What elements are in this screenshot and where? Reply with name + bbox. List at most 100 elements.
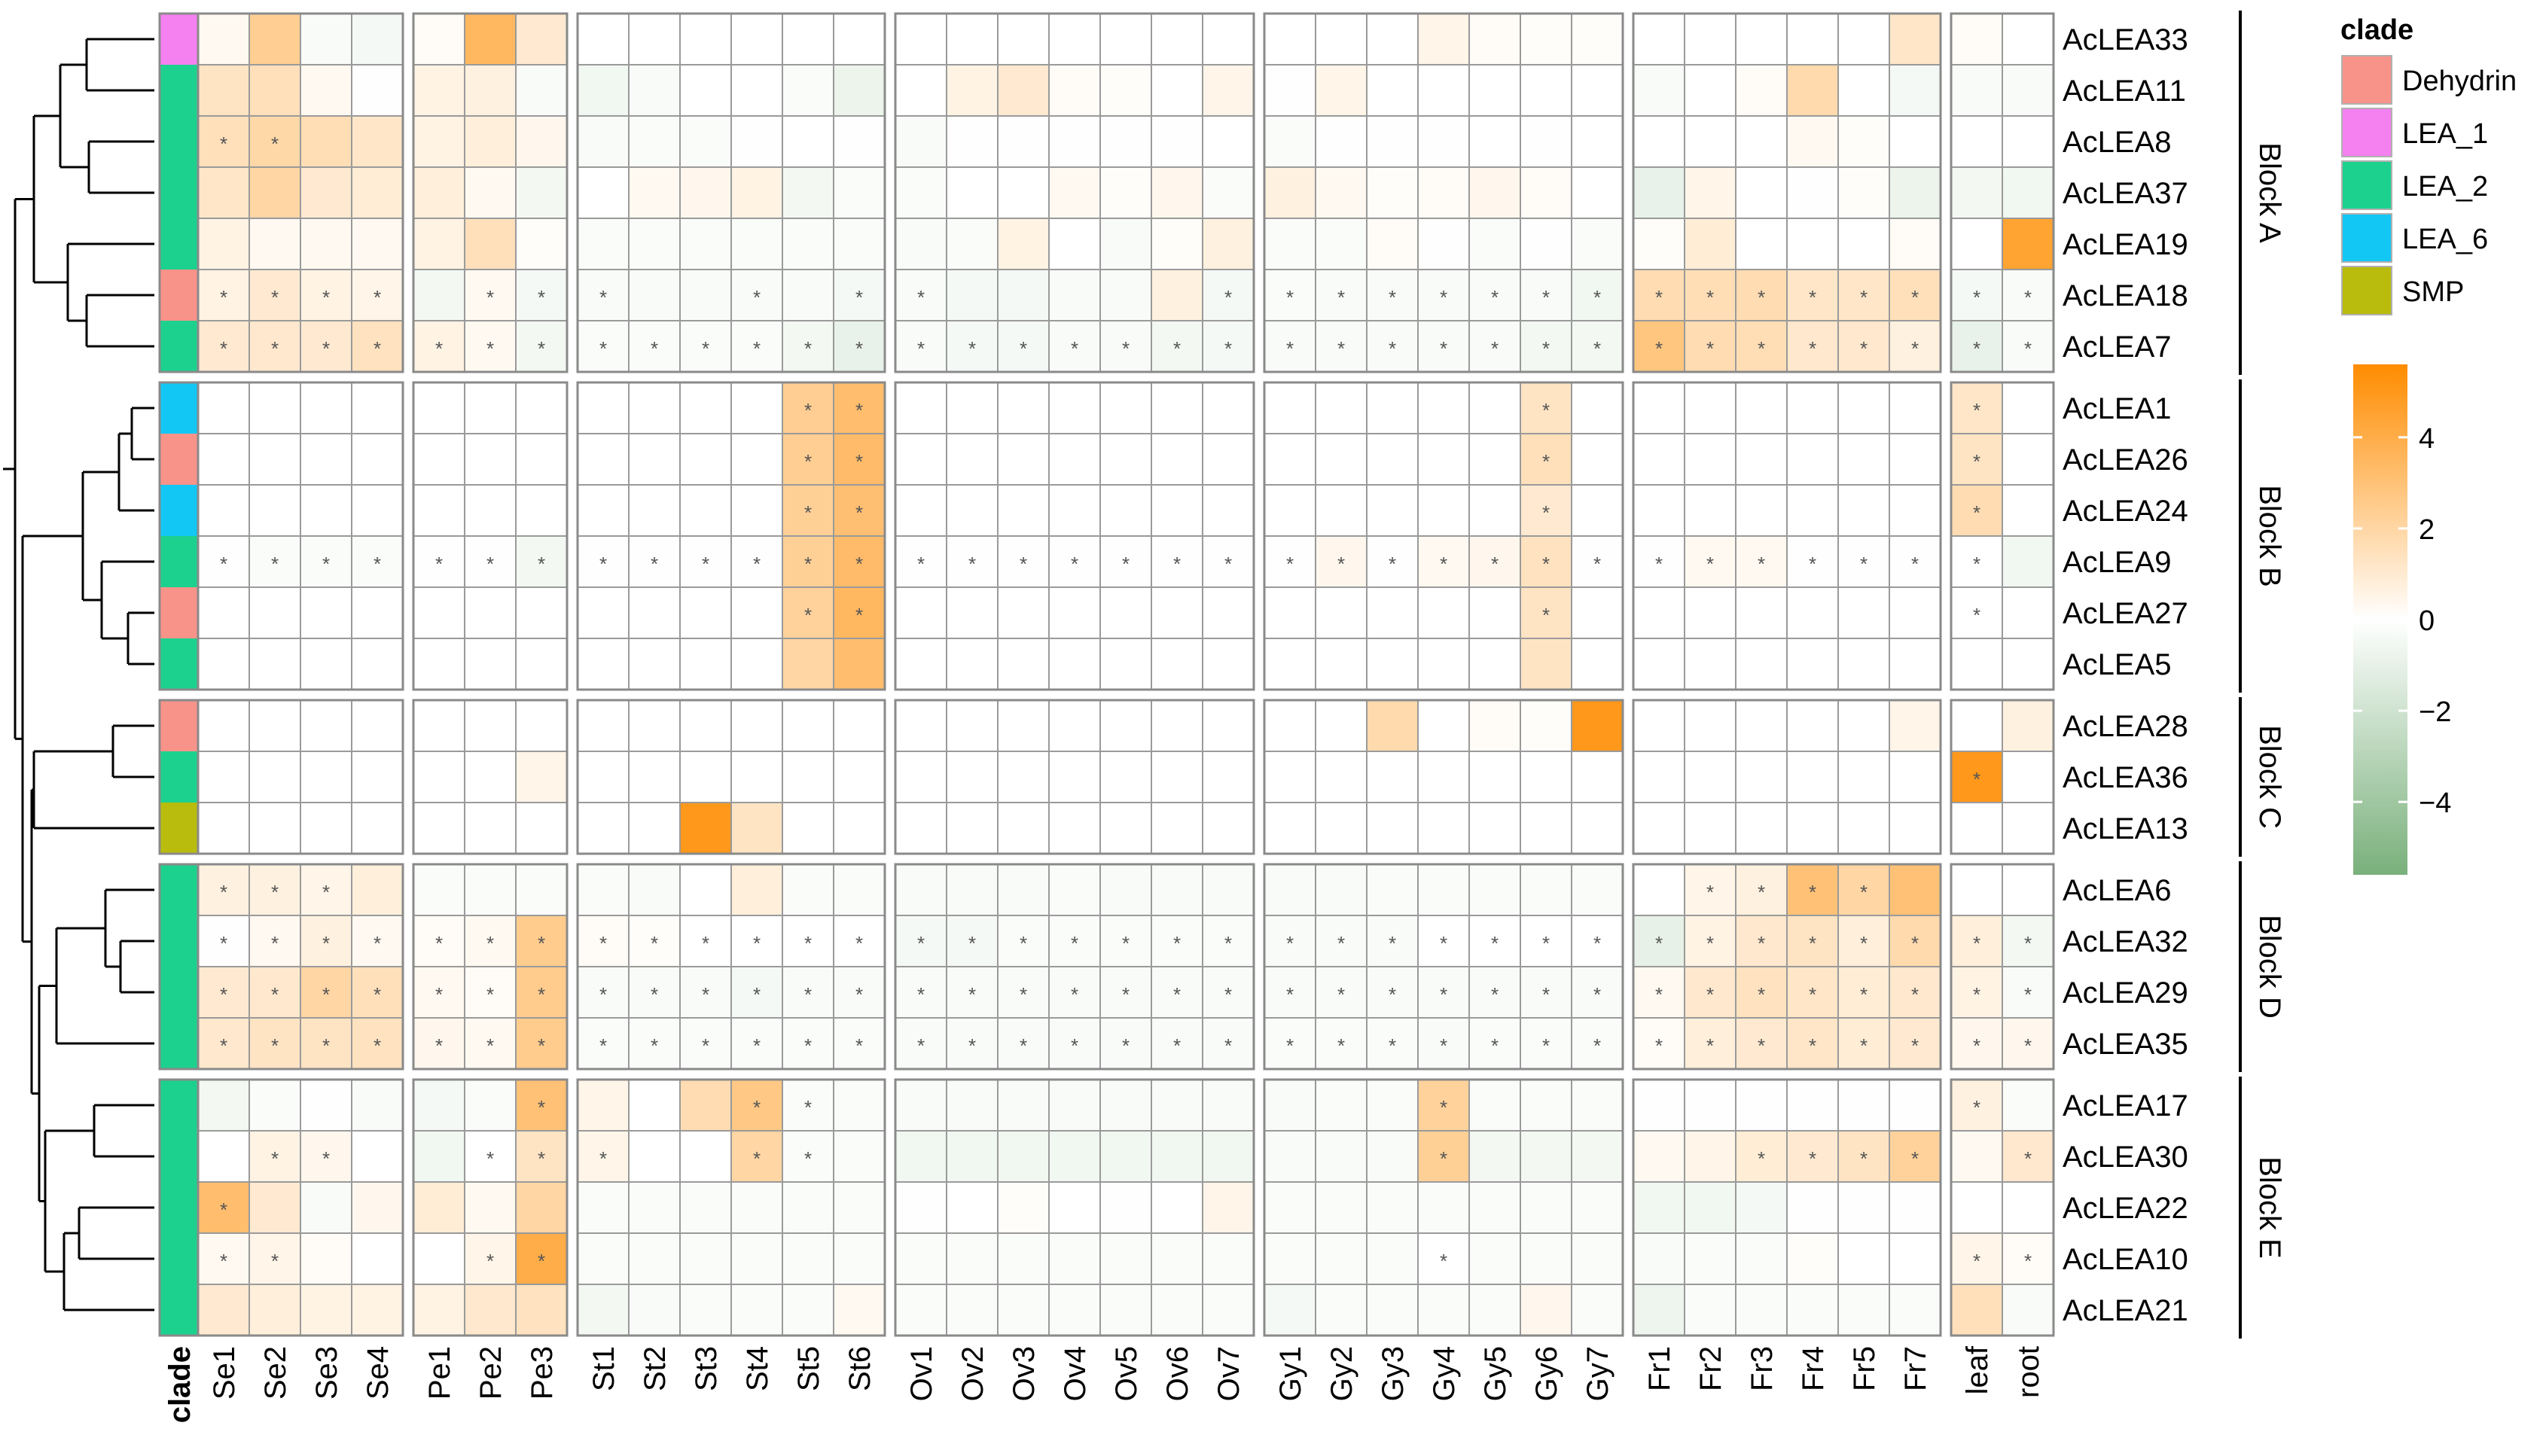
heatmap-cell-AcLEA30-Ov4	[1048, 1130, 1101, 1183]
row-label: AcLEA10	[2063, 1243, 2188, 1276]
heatmap-cell-AcLEA37-Gy4	[1417, 166, 1470, 219]
heatmap-cell-AcLEA27-Fr3	[1735, 586, 1788, 639]
significance-marker: *	[968, 1034, 976, 1057]
clade-cell-AcLEA27	[160, 587, 199, 638]
significance-marker: *	[1122, 1034, 1130, 1057]
heatmap-cell-AcLEA21-Ov7	[1202, 1284, 1255, 1336]
heatmap-cell-AcLEA33-leaf	[1950, 13, 2003, 65]
heatmap-cell-AcLEA8-Pe1	[413, 115, 465, 168]
heatmap-cell-AcLEA36-Fr1	[1633, 751, 1685, 803]
heatmap-cell-AcLEA6-Gy4	[1417, 864, 1470, 916]
heatmap-panel	[894, 1078, 1255, 1337]
significance-marker: *	[1973, 286, 1980, 309]
heatmap-cell-AcLEA24-Gy1	[1264, 484, 1316, 537]
heatmap-cell-AcLEA13-Gy6	[1520, 802, 1572, 854]
heatmap-cell-AcLEA28-Ov6	[1151, 699, 1203, 752]
heatmap-cell-AcLEA17-Fr4	[1786, 1079, 1839, 1132]
heatmap-cell-AcLEA8-Gy7	[1571, 115, 1624, 168]
heatmap-cell-AcLEA27-Gy6	[1520, 586, 1572, 639]
heatmap-cell-AcLEA24-Ov7	[1202, 484, 1255, 537]
heatmap-cell-AcLEA7-St1	[577, 320, 630, 373]
heatmap-cell-AcLEA17-Ov4	[1048, 1079, 1101, 1132]
heatmap-cell-AcLEA27-Gy5	[1468, 586, 1521, 639]
heatmap-cell-AcLEA19-Gy3	[1366, 218, 1419, 270]
heatmap-cell-AcLEA10-Pe2	[464, 1232, 517, 1285]
heatmap-cell-AcLEA22-Pe3	[515, 1181, 568, 1234]
row-label: AcLEA7	[2063, 330, 2172, 364]
heatmap-cell-AcLEA33-Se1	[197, 13, 250, 65]
row-label: AcLEA19	[2063, 228, 2188, 261]
heatmap-cell-AcLEA36-Ov1	[895, 751, 947, 803]
clade-cell-AcLEA7	[160, 321, 199, 372]
heatmap-cell-AcLEA9-Se4	[351, 535, 404, 588]
heatmap-cell-AcLEA11-Ov7	[1202, 64, 1255, 117]
significance-marker: *	[271, 337, 279, 360]
heatmap-cell-AcLEA13-Se3	[300, 802, 352, 854]
clade-legend-label: LEA_6	[2402, 224, 2488, 255]
heatmap-cell-AcLEA28-Ov1	[895, 699, 947, 752]
heatmap-cell-AcLEA21-Se4	[351, 1284, 404, 1336]
heatmap-cell-AcLEA28-Se1	[197, 699, 250, 752]
heatmap-cell-AcLEA17-Gy2	[1315, 1079, 1368, 1132]
heatmap-cell-AcLEA30-St6	[833, 1130, 886, 1183]
heatmap-cell-AcLEA22-Ov2	[946, 1181, 999, 1234]
significance-marker: *	[538, 553, 545, 575]
heatmap-cell-AcLEA17-Gy5	[1468, 1079, 1521, 1132]
row-label: AcLEA35	[2063, 1028, 2188, 1061]
significance-marker: *	[1542, 450, 1550, 473]
heatmap-panel	[576, 12, 886, 373]
heatmap-cell-AcLEA11-Se1	[197, 64, 250, 117]
heatmap-cell-AcLEA1-Se1	[197, 382, 250, 434]
heatmap-cell-AcLEA13-Gy1	[1264, 802, 1316, 854]
significance-marker: *	[804, 450, 812, 473]
heatmap-cell-AcLEA21-St4	[730, 1284, 783, 1336]
heatmap-cell-AcLEA11-Se2	[249, 64, 301, 117]
heatmap-cell-AcLEA28-Gy3	[1366, 699, 1419, 752]
clade-cell-AcLEA9	[160, 536, 199, 587]
significance-marker: *	[804, 399, 812, 422]
heatmap-cell-AcLEA24-Ov4	[1048, 484, 1101, 537]
significance-marker: *	[1655, 286, 1663, 309]
significance-marker: *	[599, 553, 607, 575]
heatmap-cell-AcLEA27-Ov7	[1202, 586, 1255, 639]
significance-marker: *	[1706, 553, 1714, 575]
heatmap-cell-AcLEA6-Ov3	[997, 864, 1050, 916]
heatmap-cell-AcLEA37-Pe2	[464, 166, 517, 219]
significance-marker: *	[1440, 286, 1447, 309]
heatmap-cell-AcLEA6-Fr1	[1633, 864, 1685, 916]
heatmap-cell-AcLEA21-Ov6	[1151, 1284, 1203, 1336]
heatmap-panel	[1950, 1078, 2055, 1337]
block-label: Block A	[2253, 142, 2286, 243]
heatmap-cell-AcLEA37-Fr1	[1633, 166, 1685, 219]
heatmap-panel	[197, 1078, 404, 1337]
heatmap-cell-AcLEA10-Gy7	[1571, 1232, 1624, 1285]
heatmap-cell-AcLEA37-Fr7	[1889, 166, 1941, 219]
heatmap-cell-AcLEA27-root	[2002, 586, 2054, 639]
significance-marker: *	[855, 553, 863, 575]
legend: clade Dehydrin LEA_1 LEA_2 LEA_6 SMP 4 2 0 −2 −4	[2340, 14, 2517, 875]
heatmap-cell-AcLEA1-Ov6	[1151, 382, 1203, 434]
heatmap-cell-AcLEA28-St2	[628, 699, 681, 752]
heatmap-cell-AcLEA33-Fr7	[1889, 13, 1941, 65]
heatmap-cell-AcLEA24-Se3	[300, 484, 352, 537]
significance-marker: *	[1224, 286, 1232, 309]
clade-cell-AcLEA36	[160, 751, 199, 803]
heatmap-cell-AcLEA17-St1	[577, 1079, 630, 1132]
heatmap-cell-AcLEA36-Ov6	[1151, 751, 1203, 803]
heatmap-cell-AcLEA30-Pe1	[413, 1130, 465, 1183]
heatmap-cell-AcLEA29-Pe2	[464, 966, 517, 1019]
heatmap-cell-AcLEA21-Gy7	[1571, 1284, 1624, 1336]
heatmap-cell-AcLEA22-Fr7	[1889, 1181, 1941, 1234]
heatmap-cell-AcLEA5-Fr2	[1684, 638, 1736, 690]
heatmap-cell-AcLEA5-Gy2	[1315, 638, 1368, 690]
heatmap-cell-AcLEA26-Ov4	[1048, 433, 1101, 486]
heatmap-cell-AcLEA22-Se2	[249, 1181, 301, 1234]
heatmap-cell-AcLEA36-Ov3	[997, 751, 1050, 803]
heatmap-cell-AcLEA18-Gy6	[1520, 269, 1572, 321]
heatmap-cell-AcLEA32-Gy1	[1264, 915, 1316, 967]
heatmap-cell-AcLEA19-Gy2	[1315, 218, 1368, 270]
clade-cell-AcLEA8	[160, 116, 199, 167]
heatmap-cell-AcLEA1-St2	[628, 382, 681, 434]
heatmap-cell-AcLEA19-Pe2	[464, 218, 517, 270]
heatmap-cell-AcLEA1-Fr7	[1889, 382, 1941, 434]
